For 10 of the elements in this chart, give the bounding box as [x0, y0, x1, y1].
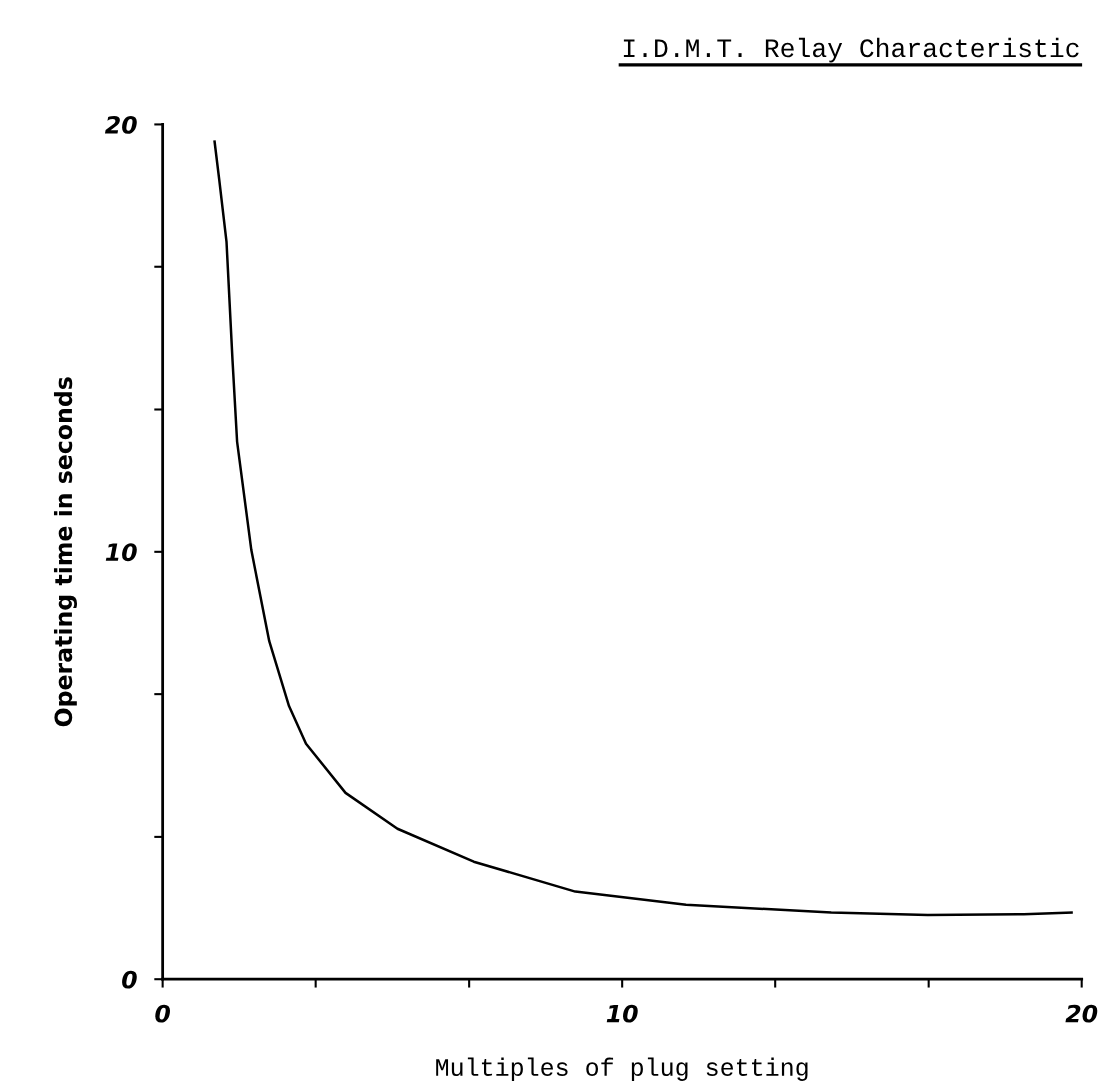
y-tick-label: 10	[105, 543, 137, 562]
x-axis-title: Multiples of plug setting	[436, 1057, 808, 1081]
x-tick-label: 10	[606, 1004, 638, 1023]
x-tick-label: 0	[155, 1004, 171, 1023]
y-tick-label: 0	[122, 970, 137, 989]
x-tick-label: 20	[1065, 1004, 1098, 1023]
line-series	[213, 140, 1073, 917]
chart-title: I.D.M.T. Relay Characteristic	[623, 37, 1079, 63]
y-axis-title: Operating time in seconds	[53, 377, 78, 727]
y-tick-label: 20	[104, 115, 137, 134]
